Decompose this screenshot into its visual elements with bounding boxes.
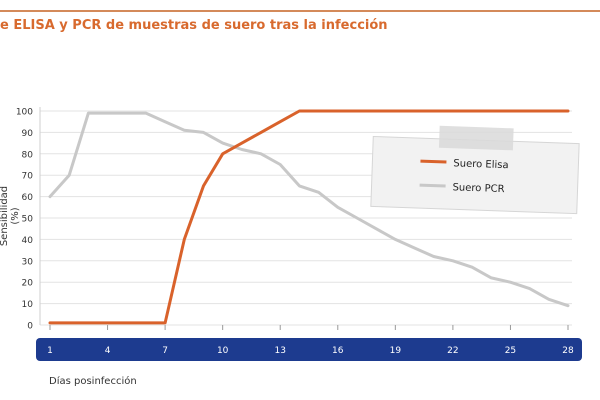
- x-tick-label: 25: [505, 346, 516, 356]
- x-tick-label: 4: [105, 346, 111, 356]
- y-tick-label: 70: [22, 172, 34, 182]
- x-tick-label: 13: [274, 346, 285, 356]
- top-rule: [0, 10, 600, 12]
- y-tick-label: 100: [16, 108, 33, 118]
- legend-label: Suero Elisa: [453, 158, 509, 171]
- legend-label: Suero PCR: [452, 182, 504, 195]
- y-tick-label: 10: [22, 300, 34, 310]
- chart-title: e ELISA y PCR de muestras de suero tras …: [0, 18, 388, 33]
- y-tick-label: 90: [22, 129, 34, 139]
- x-tick-label: 28: [562, 346, 574, 356]
- legend-tape: [438, 125, 514, 151]
- x-tick-label: 19: [390, 346, 402, 356]
- y-tick-label: 40: [22, 236, 34, 246]
- x-tick-label: 16: [332, 346, 344, 356]
- y-tick-label: 20: [22, 279, 34, 289]
- y-axis-label: Sensibilidad (%): [0, 185, 21, 247]
- y-tick-label: 60: [22, 193, 34, 203]
- y-tick-label: 0: [27, 322, 33, 332]
- x-tick-label: 1: [47, 346, 53, 356]
- legend-swatch: [420, 159, 447, 164]
- x-axis-band: [36, 338, 582, 361]
- x-axis-label: Días posinfección: [49, 376, 137, 387]
- x-tick-label: 10: [217, 346, 229, 356]
- x-tick-label: 22: [447, 346, 458, 356]
- legend-swatch: [419, 183, 446, 188]
- legend: Suero Elisa Suero PCR: [370, 125, 580, 215]
- x-tick-label: 7: [162, 346, 168, 356]
- y-tick-label: 30: [22, 257, 34, 267]
- y-tick-label: 50: [22, 215, 34, 225]
- series-line-suero-elisa: [48, 109, 570, 325]
- y-tick-label: 80: [22, 150, 34, 160]
- series-line-suero-pcr: [48, 111, 570, 308]
